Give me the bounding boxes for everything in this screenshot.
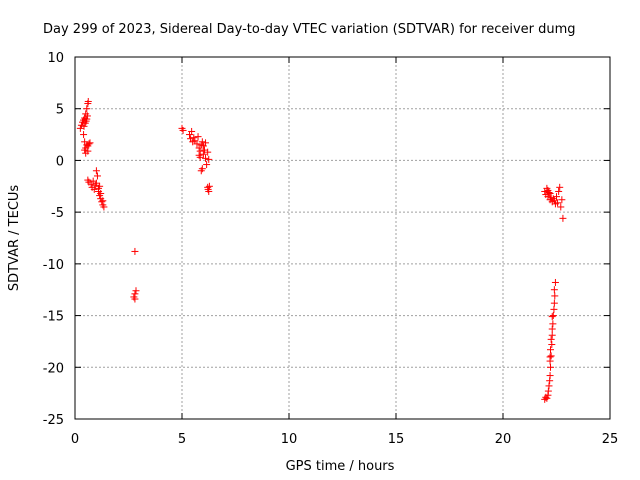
x-tick-label: 0 <box>71 432 79 447</box>
data-point <box>543 394 551 402</box>
y-tick-label: -25 <box>43 413 64 428</box>
data-point <box>193 140 201 148</box>
data-point <box>179 126 187 134</box>
data-point <box>83 105 91 113</box>
data-point <box>202 154 210 162</box>
data-series-sdtvar <box>76 97 567 403</box>
data-point <box>92 179 100 187</box>
data-point <box>80 131 88 139</box>
x-tick-label: 15 <box>388 432 405 447</box>
y-tick-label: -5 <box>51 206 64 221</box>
data-point <box>82 149 90 157</box>
data-point <box>84 97 92 105</box>
x-tick-label: 20 <box>495 432 512 447</box>
x-axis-label: GPS time / hours <box>286 459 395 474</box>
data-point <box>553 193 560 201</box>
data-point <box>557 203 565 211</box>
plot-frame <box>74 56 611 420</box>
axis-ticks <box>74 56 611 420</box>
data-point <box>205 187 213 195</box>
data-point <box>198 165 206 173</box>
y-tick-label: 5 <box>56 103 64 118</box>
data-point <box>547 363 555 371</box>
data-point <box>98 198 106 206</box>
data-point <box>190 134 198 142</box>
data-point <box>86 139 94 147</box>
data-point <box>80 122 88 130</box>
data-point <box>97 190 105 198</box>
chart-title: Day 299 of 2023, Sidereal Day-to-day VTE… <box>43 22 576 37</box>
y-tick-label: -10 <box>43 258 64 273</box>
x-tick-label: 5 <box>178 432 186 447</box>
data-point <box>202 139 210 147</box>
y-axis-label: SDTVAR / TECUs <box>7 185 22 292</box>
data-point <box>131 295 139 303</box>
data-point <box>76 124 84 132</box>
data-point <box>198 138 206 146</box>
data-point <box>551 292 559 300</box>
y-tick-label: 0 <box>56 154 64 169</box>
data-point <box>205 182 213 190</box>
data-point <box>194 133 202 141</box>
data-point <box>548 313 556 321</box>
data-point <box>83 115 91 123</box>
data-point <box>83 112 91 120</box>
data-point <box>549 320 557 328</box>
data-point <box>131 247 139 255</box>
data-point <box>549 312 557 320</box>
data-point <box>548 331 556 339</box>
data-point <box>93 172 101 180</box>
data-point <box>551 278 559 286</box>
data-point <box>546 190 554 198</box>
y-tick-labels: -25 -20 -15 -10 -5 0 5 10 <box>43 51 64 428</box>
y-tick-label: 10 <box>47 51 64 66</box>
data-point <box>199 150 207 158</box>
y-tick-label: -15 <box>43 310 64 325</box>
data-point <box>100 203 108 211</box>
data-point <box>547 352 555 360</box>
x-tick-labels: 0 5 10 15 20 25 <box>71 432 618 447</box>
data-point <box>550 286 558 294</box>
data-point <box>81 146 89 154</box>
data-point <box>92 167 100 175</box>
data-point <box>545 382 553 390</box>
data-point <box>544 387 552 395</box>
data-point <box>548 341 556 349</box>
x-tick-label: 25 <box>602 432 619 447</box>
data-point <box>547 335 555 343</box>
x-tick-label: 10 <box>281 432 298 447</box>
data-point <box>546 372 554 380</box>
data-point <box>204 148 212 156</box>
data-point <box>559 214 567 222</box>
data-point <box>555 187 563 195</box>
data-point <box>558 196 566 204</box>
data-point <box>547 346 555 354</box>
data-point <box>550 299 558 307</box>
data-point <box>554 199 562 207</box>
data-point <box>99 197 107 205</box>
data-point <box>188 127 196 135</box>
data-point <box>550 305 558 313</box>
data-point <box>96 182 104 190</box>
data-point <box>196 153 204 161</box>
data-point <box>196 147 204 155</box>
y-tick-label: -20 <box>43 361 64 376</box>
data-point <box>203 161 211 169</box>
data-point <box>90 185 98 193</box>
data-point <box>132 287 140 295</box>
data-point <box>546 353 554 361</box>
data-point <box>548 325 556 333</box>
data-point <box>556 183 564 191</box>
data-point <box>205 155 213 163</box>
grid-lines <box>75 57 610 419</box>
